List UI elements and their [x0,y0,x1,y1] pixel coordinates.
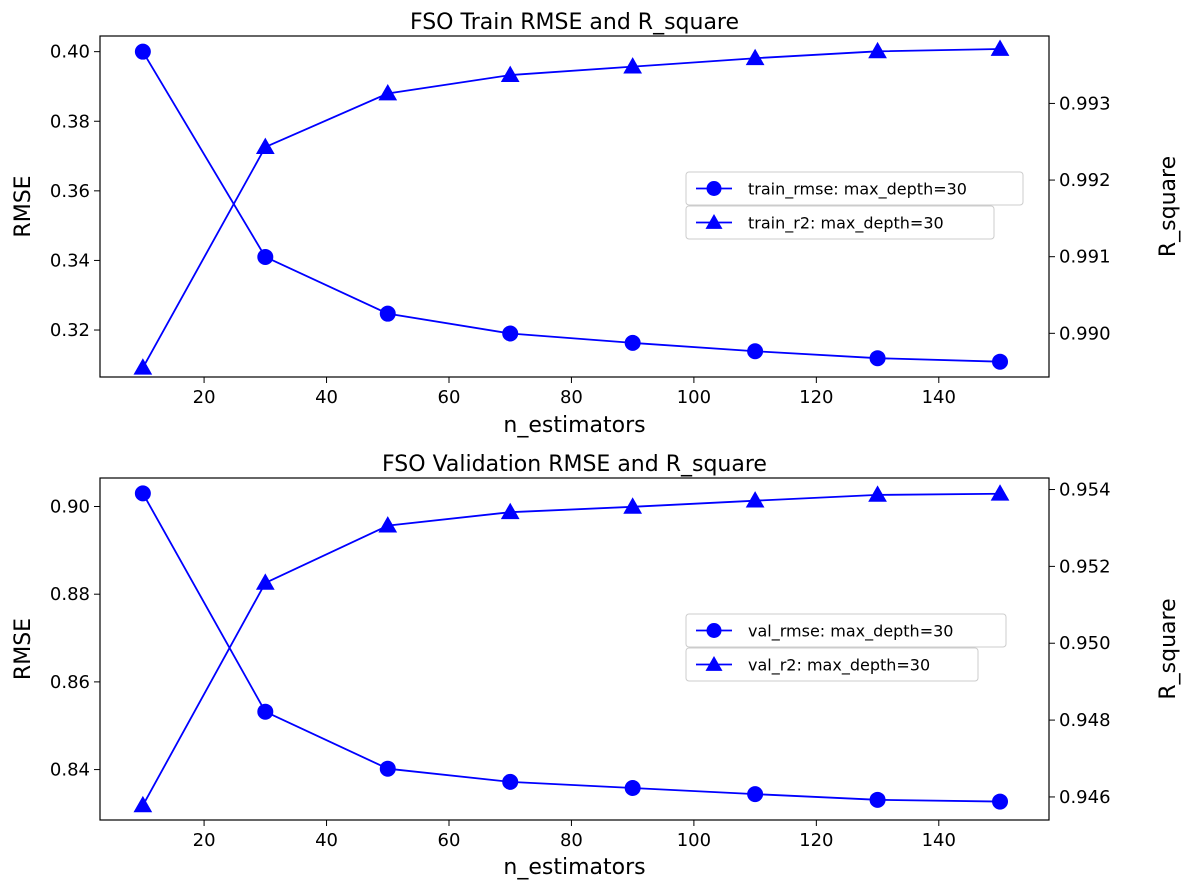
data-point-triangle [133,358,153,375]
data-point-triangle [255,573,275,590]
data-point-triangle [378,516,398,533]
x-tick-label: 100 [677,830,711,851]
legend-marker-triangle [705,656,723,671]
legend-entry-1: train_rmse: max_depth=30 [685,171,1024,206]
series-line-2 [142,48,1001,369]
data-point-triangle [990,484,1010,501]
y2-tick-label: 0.952 [1059,556,1111,577]
data-point-triangle [623,57,643,74]
chart-panel-2: FSO Validation RMSE and R_square 20 40 60 80… [11,452,1181,880]
chart-title: FSO Train RMSE and R_square [410,10,739,35]
legend-label: val_r2: max_depth=30 [748,656,930,676]
y2-tick-label: 0.990 [1059,323,1111,344]
x-tick-label: 40 [315,830,338,851]
y-tick-label: 0.32 [50,320,90,341]
y2-axis-label: R_square [1156,598,1181,699]
y-axis-label: RMSE [11,175,36,237]
data-point-circle [747,786,764,803]
data-point-triangle [623,497,643,514]
y2-tick-label: 0.991 [1059,247,1111,268]
data-point-triangle [868,41,887,59]
x-axis-label: n_estimators [503,855,645,880]
y2-tick-label: 0.950 [1059,633,1111,654]
data-point-circle [257,248,274,265]
y-tick-label: 0.34 [50,250,90,271]
legend-entry-2: val_r2: max_depth=30 [685,647,979,682]
legend-label: train_r2: max_depth=30 [748,214,944,234]
x-tick-label: 80 [560,387,583,408]
data-point-triangle [745,491,765,508]
y2-tick-label: 0.992 [1059,170,1111,191]
data-point-triangle [133,795,153,813]
data-point-circle [869,350,886,367]
series-line-1 [142,51,1001,363]
data-point-circle [379,305,396,322]
legend-box [685,647,979,682]
data-point-circle [257,703,274,720]
y-tick-label: 0.88 [50,584,90,605]
data-point-triangle [745,48,765,66]
y-tick-label: 0.84 [50,760,90,781]
y-axis-label: RMSE [11,618,36,680]
x-tick-label: 120 [799,830,833,851]
y2-tick-label: 0.993 [1059,93,1111,114]
y2-tick-label: 0.954 [1059,480,1111,501]
data-point-circle [992,793,1009,810]
x-tick-label: 60 [438,387,461,408]
x-tick-label: 60 [438,830,461,851]
x-tick-label: 100 [677,387,711,408]
y2-tick-label: 0.948 [1059,710,1111,731]
legend-box [685,171,1024,206]
data-point-circle [502,325,519,342]
legend-marker-triangle [705,214,723,229]
data-point-triangle [990,39,1010,56]
data-point-triangle [378,83,398,101]
data-point-circle [134,43,151,60]
series-line-2 [142,492,1001,806]
data-point-triangle [255,137,275,154]
legend-box [685,613,1007,648]
series-line-1 [142,492,1001,803]
data-point-circle [134,485,151,502]
legend-entry-1: val_rmse: max_depth=30 [685,613,1007,648]
x-tick-label: 140 [922,387,956,408]
x-tick-label: 80 [560,830,583,851]
y-tick-label: 0.36 [50,181,90,202]
legend-entry-2: train_r2: max_depth=30 [685,205,995,240]
axes-frame [99,35,1050,378]
y-tick-label: 0.40 [50,42,90,63]
data-point-triangle [500,502,520,520]
data-point-circle [502,773,519,790]
y-tick-label: 0.90 [50,497,90,518]
y-tick-label: 0.38 [50,111,90,132]
data-point-circle [869,791,886,808]
x-tick-label: 40 [315,387,338,408]
data-point-triangle [500,65,520,82]
data-point-circle [747,343,764,360]
chart-panel-1: FSO Train RMSE and R_square 20 40 60 80 100 12… [11,10,1181,438]
x-tick-label: 120 [799,387,833,408]
x-tick-label: 20 [193,830,216,851]
data-point-circle [379,760,396,777]
y2-tick-label: 0.946 [1059,787,1111,808]
legend-label: train_rmse: max_depth=30 [748,180,967,200]
chart-title: FSO Validation RMSE and R_square [382,452,767,477]
x-tick-label: 20 [193,387,216,408]
legend-label: val_rmse: max_depth=30 [748,622,953,642]
y2-axis-label: R_square [1156,156,1181,257]
legend-box [685,205,995,240]
axes-frame [99,477,1050,821]
data-point-circle [624,334,641,351]
data-point-circle [992,353,1009,370]
legend-marker-circle [706,181,722,196]
x-axis-label: n_estimators [503,413,645,438]
y-tick-label: 0.86 [50,672,90,693]
x-tick-label: 140 [922,830,956,851]
legend-marker-circle [706,623,722,638]
data-point-triangle [868,485,887,502]
data-point-circle [624,779,641,796]
